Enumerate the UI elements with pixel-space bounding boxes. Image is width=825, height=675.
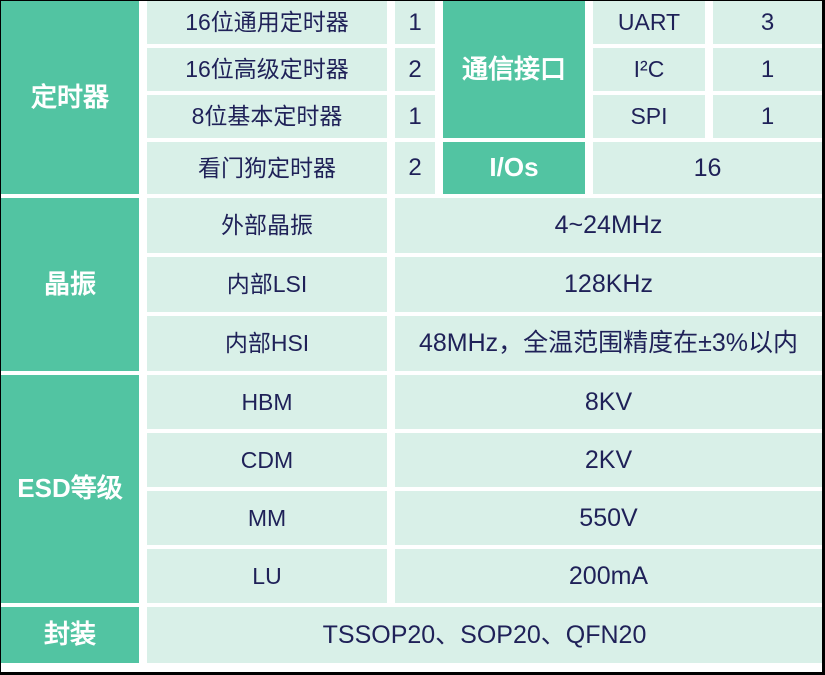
esd-row-value: 2KV: [395, 433, 822, 487]
io-count: 16: [593, 142, 822, 194]
oscillator-row-value: 48MHz，全温范围精度在±3%以内: [395, 316, 822, 371]
comm-row-count: 1: [713, 95, 822, 138]
esd-row-label: MM: [147, 491, 387, 545]
esd-row-value: 200mA: [395, 549, 822, 603]
timer-row-count: 1: [395, 1, 435, 44]
timer-row-count: 2: [395, 142, 435, 194]
comm-row-count: 3: [713, 1, 822, 44]
oscillator-row-label: 外部晶振: [147, 198, 387, 253]
timer-row-label: 16位高级定时器: [147, 48, 387, 91]
oscillator-row-label: 内部LSI: [147, 257, 387, 312]
timer-row-count: 1: [395, 95, 435, 138]
timer-section-header: 定时器: [1, 1, 139, 194]
esd-row-value: 550V: [395, 491, 822, 545]
comm-row-label: SPI: [593, 95, 705, 138]
io-section-header: I/Os: [443, 142, 585, 194]
timer-row-label: 看门狗定时器: [147, 142, 387, 194]
package-value: TSSOP20、SOP20、QFN20: [147, 607, 822, 663]
oscillator-row-value: 4~24MHz: [395, 198, 822, 253]
esd-row-label: LU: [147, 549, 387, 603]
oscillator-section-header: 晶振: [1, 198, 139, 371]
timer-row-count: 2: [395, 48, 435, 91]
timer-row-label: 16位通用定时器: [147, 1, 387, 44]
timer-row-label: 8位基本定时器: [147, 95, 387, 138]
comm-section-header: 通信接口: [443, 1, 585, 138]
comm-row-label: I²C: [593, 48, 705, 91]
oscillator-row-value: 128KHz: [395, 257, 822, 312]
oscillator-row-label: 内部HSI: [147, 316, 387, 371]
package-section-header: 封装: [1, 607, 139, 663]
comm-row-count: 1: [713, 48, 822, 91]
esd-row-label: CDM: [147, 433, 387, 487]
esd-section-header: ESD等级: [1, 375, 139, 603]
esd-row-label: HBM: [147, 375, 387, 429]
comm-row-label: UART: [593, 1, 705, 44]
esd-row-value: 8KV: [395, 375, 822, 429]
